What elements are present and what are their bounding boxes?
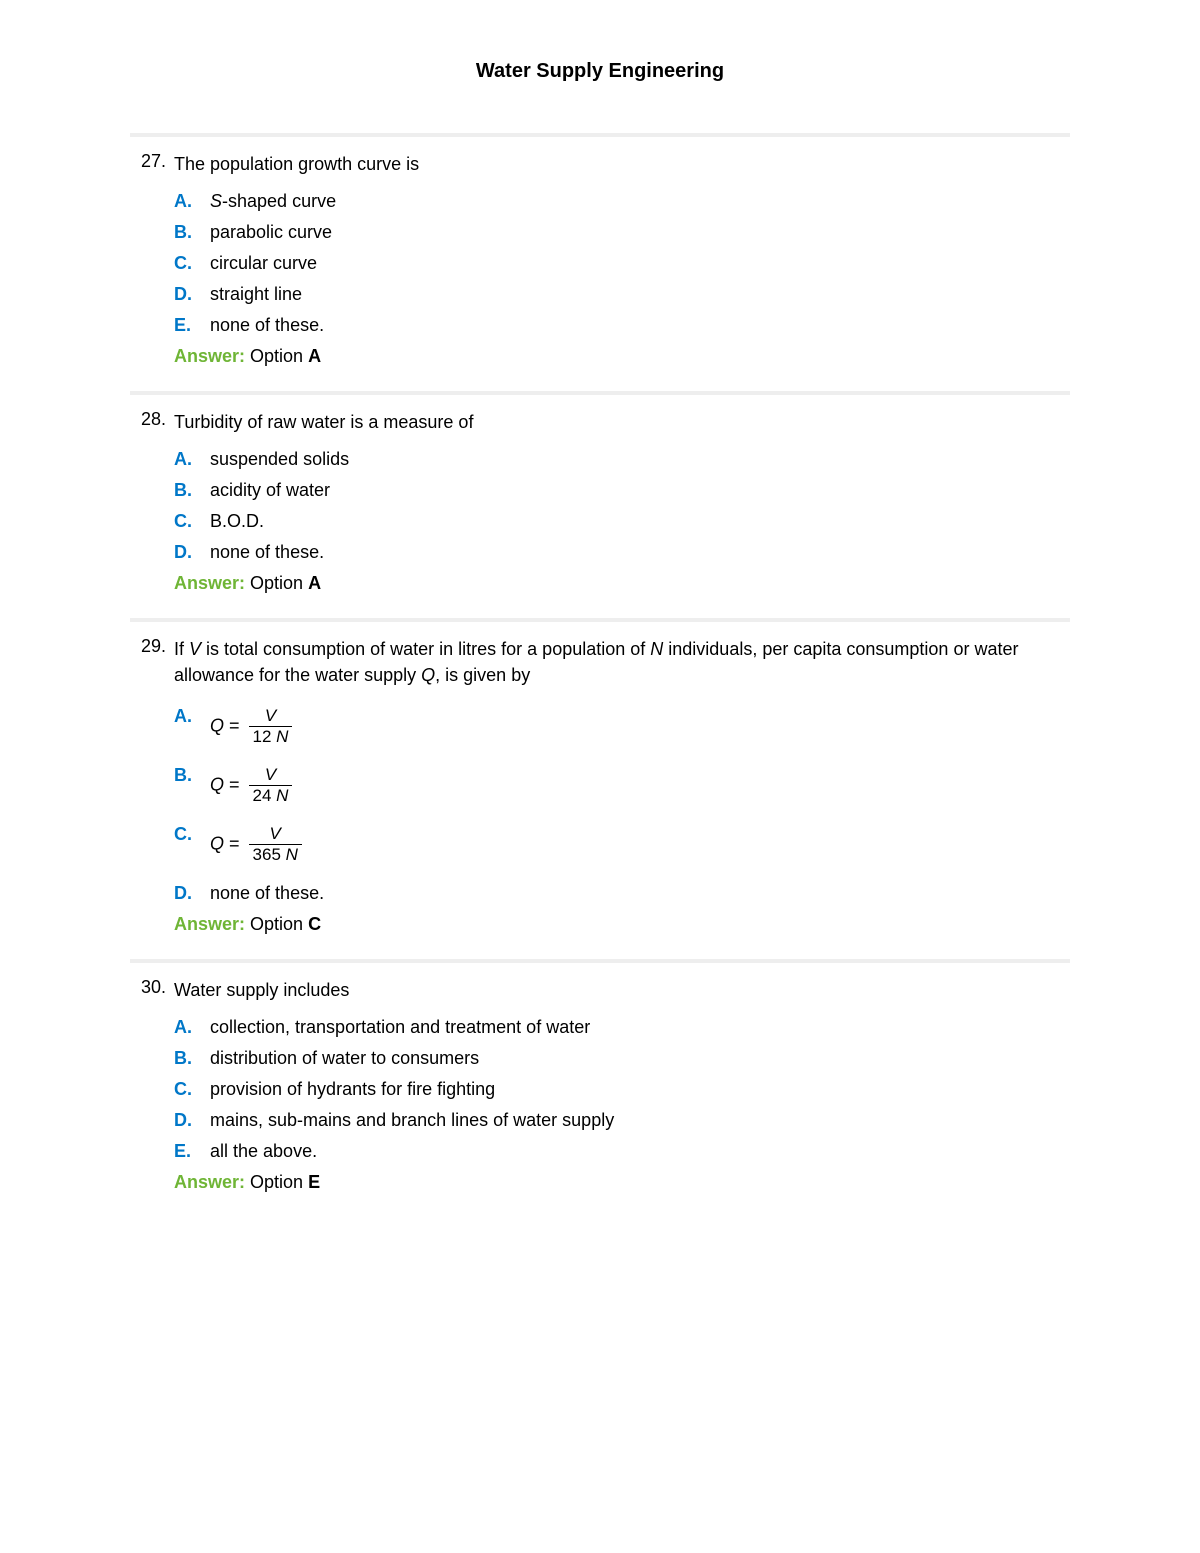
question-text: If V is total consumption of water in li… xyxy=(174,636,1070,688)
option-row: B.Q = V24 N xyxy=(174,765,1070,806)
option-row: B.distribution of water to consumers xyxy=(174,1048,1070,1069)
answer-option-prefix: Option xyxy=(250,914,303,934)
question-number: 29. xyxy=(130,636,174,657)
option-text: acidity of water xyxy=(204,480,1070,501)
question-row: 28.Turbidity of raw water is a measure o… xyxy=(130,409,1070,435)
answer-value: E xyxy=(308,1172,320,1192)
option-text: straight line xyxy=(204,284,1070,305)
question-number: 28. xyxy=(130,409,174,430)
answer-row: Answer: Option E xyxy=(174,1172,1070,1193)
option-letter: C. xyxy=(174,1079,204,1100)
question-text: The population growth curve is xyxy=(174,151,1070,177)
option-letter: A. xyxy=(174,1017,204,1038)
option-row: C.circular curve xyxy=(174,253,1070,274)
answer-row: Answer: Option A xyxy=(174,573,1070,594)
question-text: Turbidity of raw water is a measure of xyxy=(174,409,1070,435)
option-row: D.none of these. xyxy=(174,883,1070,904)
option-row: D.mains, sub-mains and branch lines of w… xyxy=(174,1110,1070,1131)
questions-list: 27.The population growth curve isA.S-sha… xyxy=(130,133,1070,1193)
option-row: E.none of these. xyxy=(174,315,1070,336)
option-letter: B. xyxy=(174,1048,204,1069)
option-text: Q = V24 N xyxy=(204,765,1070,806)
option-letter: C. xyxy=(174,824,204,845)
answer-label: Answer: xyxy=(174,573,245,593)
answer-label: Answer: xyxy=(174,914,245,934)
option-row: D.none of these. xyxy=(174,542,1070,563)
option-letter: C. xyxy=(174,511,204,532)
option-row: C.B.O.D. xyxy=(174,511,1070,532)
answer-row: Answer: Option C xyxy=(174,914,1070,935)
page-container: Water Supply Engineering 27.The populati… xyxy=(0,0,1200,1279)
option-text: none of these. xyxy=(204,542,1070,563)
answer-value: A xyxy=(308,346,321,366)
option-text: Q = V365 N xyxy=(204,824,1070,865)
divider xyxy=(130,133,1070,137)
option-row: E.all the above. xyxy=(174,1141,1070,1162)
option-letter: A. xyxy=(174,449,204,470)
answer-label: Answer: xyxy=(174,1172,245,1192)
answer-label: Answer: xyxy=(174,346,245,366)
option-row: A.Q = V12 N xyxy=(174,706,1070,747)
question-number: 30. xyxy=(130,977,174,998)
option-text: mains, sub-mains and branch lines of wat… xyxy=(204,1110,1070,1131)
option-text: circular curve xyxy=(204,253,1070,274)
option-row: B.acidity of water xyxy=(174,480,1070,501)
option-row: A.collection, transportation and treatme… xyxy=(174,1017,1070,1038)
option-text: Q = V12 N xyxy=(204,706,1070,747)
option-text: provision of hydrants for fire fighting xyxy=(204,1079,1070,1100)
page-title: Water Supply Engineering xyxy=(130,60,1070,83)
option-row: C.Q = V365 N xyxy=(174,824,1070,865)
option-letter: D. xyxy=(174,1110,204,1131)
option-letter: C. xyxy=(174,253,204,274)
option-letter: B. xyxy=(174,765,204,786)
option-letter: E. xyxy=(174,315,204,336)
option-letter: E. xyxy=(174,1141,204,1162)
answer-value: A xyxy=(308,573,321,593)
option-text: S-shaped curve xyxy=(204,191,1070,212)
option-row: C.provision of hydrants for fire fightin… xyxy=(174,1079,1070,1100)
option-text: none of these. xyxy=(204,315,1070,336)
option-letter: A. xyxy=(174,706,204,727)
option-letter: B. xyxy=(174,480,204,501)
option-text: suspended solids xyxy=(204,449,1070,470)
option-text: parabolic curve xyxy=(204,222,1070,243)
question-row: 27.The population growth curve is xyxy=(130,151,1070,177)
option-text: none of these. xyxy=(204,883,1070,904)
option-letter: D. xyxy=(174,284,204,305)
question-row: 29.If V is total consumption of water in… xyxy=(130,636,1070,688)
option-letter: A. xyxy=(174,191,204,212)
question-text: Water supply includes xyxy=(174,977,1070,1003)
answer-value: C xyxy=(308,914,321,934)
option-text: distribution of water to consumers xyxy=(204,1048,1070,1069)
option-letter: B. xyxy=(174,222,204,243)
answer-row: Answer: Option A xyxy=(174,346,1070,367)
answer-option-prefix: Option xyxy=(250,346,303,366)
answer-option-prefix: Option xyxy=(250,1172,303,1192)
option-text: collection, transportation and treatment… xyxy=(204,1017,1070,1038)
option-row: D.straight line xyxy=(174,284,1070,305)
option-letter: D. xyxy=(174,542,204,563)
option-row: B.parabolic curve xyxy=(174,222,1070,243)
answer-option-prefix: Option xyxy=(250,573,303,593)
option-row: A.S-shaped curve xyxy=(174,191,1070,212)
option-row: A.suspended solids xyxy=(174,449,1070,470)
divider xyxy=(130,618,1070,622)
option-letter: D. xyxy=(174,883,204,904)
option-text: B.O.D. xyxy=(204,511,1070,532)
divider xyxy=(130,391,1070,395)
question-row: 30.Water supply includes xyxy=(130,977,1070,1003)
option-text: all the above. xyxy=(204,1141,1070,1162)
question-number: 27. xyxy=(130,151,174,172)
divider xyxy=(130,959,1070,963)
